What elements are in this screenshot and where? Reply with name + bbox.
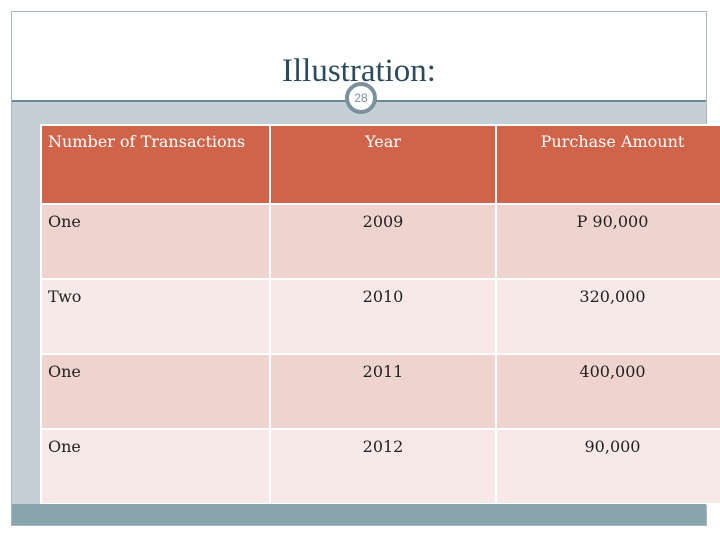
cell-amount: 320,000 [495,278,720,355]
table-row: One 2009 P 90,000 [40,203,720,280]
cell-amount: 400,000 [495,353,720,430]
cell-amount: 90,000 [495,428,720,505]
cell-transactions: Two [40,278,271,355]
cell-year: 2011 [269,353,497,430]
cell-year: 2012 [269,428,497,505]
cell-transactions: One [40,428,271,505]
header-purchase-amount: Purchase Amount [495,124,720,205]
slide-number-badge: 28 [345,82,377,114]
cell-year: 2009 [269,203,497,280]
footer-bar [12,504,706,525]
table-header-row: Number of Transactions Year Purchase Amo… [40,124,720,205]
header-year: Year [269,124,497,205]
cell-transactions: One [40,353,271,430]
header-number-of-transactions: Number of Transactions [40,124,271,205]
table-row: One 2012 90,000 [40,428,720,505]
table-row: One 2011 400,000 [40,353,720,430]
cell-year: 2010 [269,278,497,355]
cell-transactions: One [40,203,271,280]
cell-amount: P 90,000 [495,203,720,280]
transactions-table: Number of Transactions Year Purchase Amo… [40,124,720,505]
table-row: Two 2010 320,000 [40,278,720,355]
